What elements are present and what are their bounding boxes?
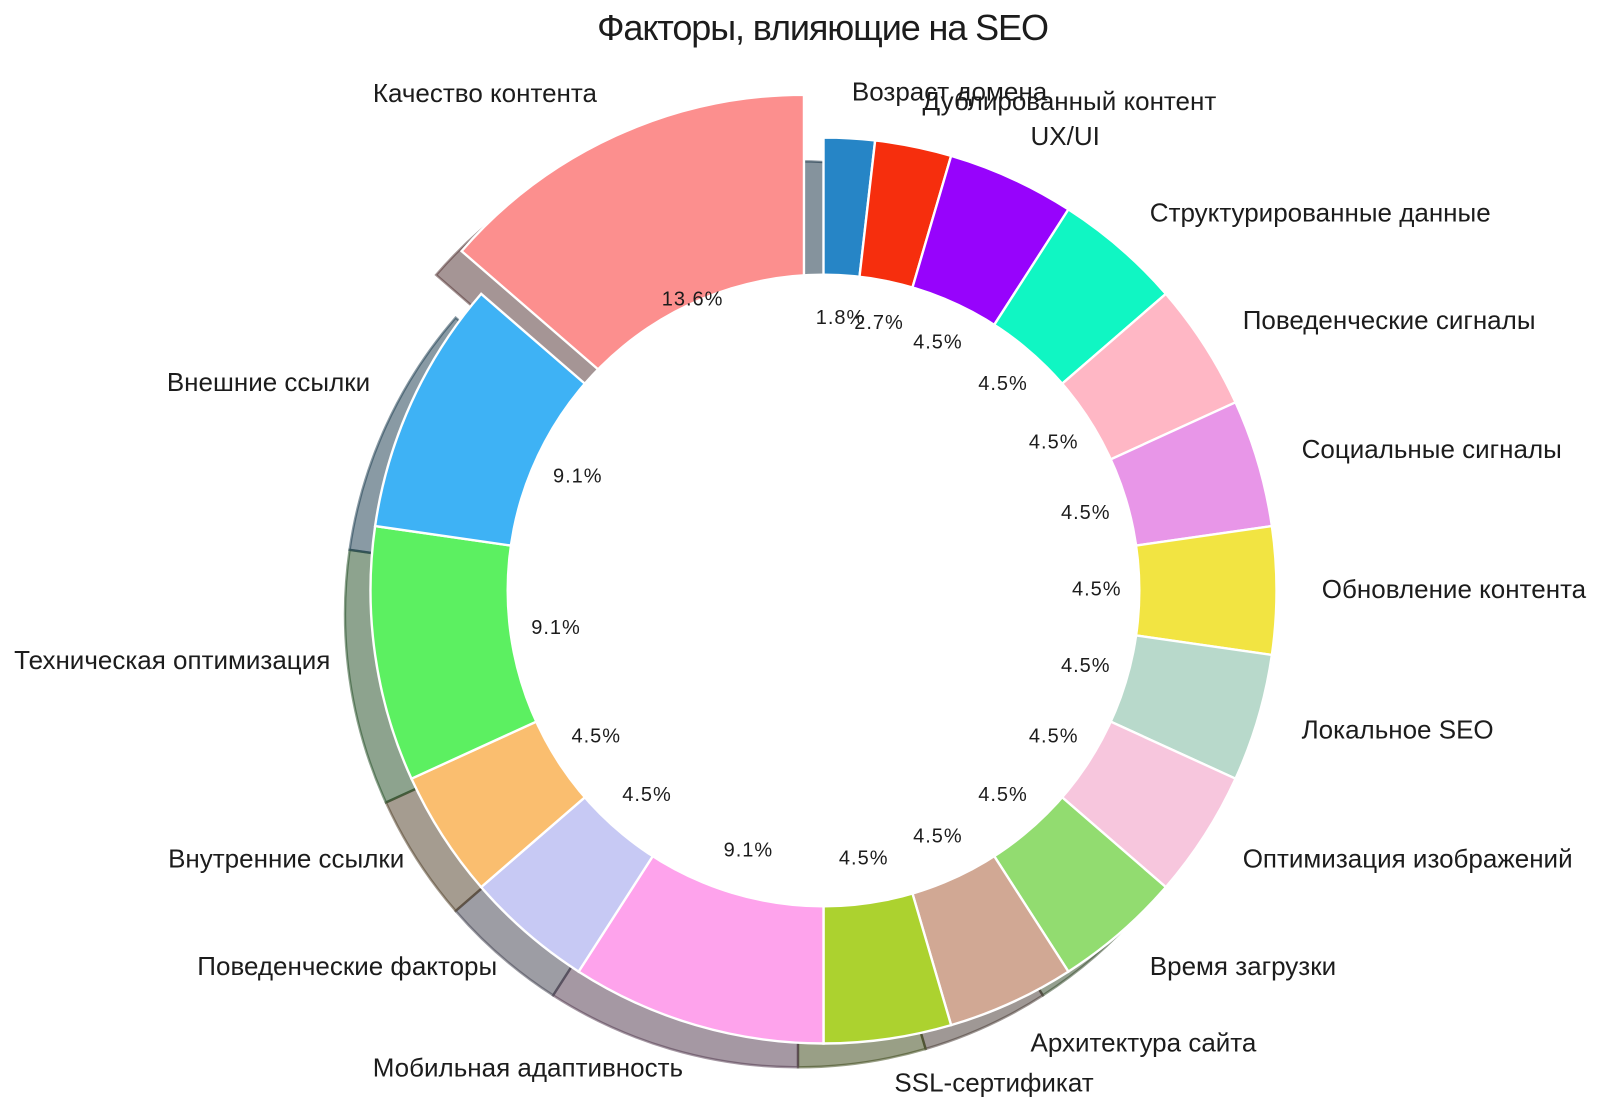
svg-text:4.5%: 4.5%: [1072, 579, 1122, 601]
svg-text:Структурированные данные: Структурированные данные: [1150, 198, 1491, 228]
svg-text:Оптимизация изображений: Оптимизация изображений: [1243, 844, 1573, 874]
svg-text:4.5%: 4.5%: [839, 848, 889, 870]
svg-text:4.5%: 4.5%: [913, 826, 963, 848]
svg-text:9.1%: 9.1%: [553, 466, 603, 488]
svg-text:2.7%: 2.7%: [854, 312, 904, 334]
svg-text:Социальные сигналы: Социальные сигналы: [1302, 434, 1562, 464]
svg-text:Внешние ссылки: Внешние ссылки: [167, 367, 370, 397]
svg-text:4.5%: 4.5%: [978, 784, 1028, 806]
svg-text:Архитектура сайта: Архитектура сайта: [1031, 1028, 1257, 1058]
svg-text:UX/UI: UX/UI: [1031, 121, 1100, 151]
svg-text:Поведенческие факторы: Поведенческие факторы: [197, 951, 497, 981]
svg-text:4.5%: 4.5%: [1029, 725, 1079, 747]
svg-text:4.5%: 4.5%: [572, 725, 622, 747]
svg-text:Техническая оптимизация: Техническая оптимизация: [14, 645, 330, 675]
svg-text:Внутренние ссылки: Внутренние ссылки: [168, 844, 404, 874]
svg-text:Поведенческие сигналы: Поведенческие сигналы: [1243, 305, 1536, 335]
svg-text:4.5%: 4.5%: [1061, 502, 1111, 524]
svg-text:Мобильная адаптивность: Мобильная адаптивность: [373, 1052, 683, 1082]
svg-text:Качество контента: Качество контента: [373, 78, 598, 108]
svg-text:Локальное SEO: Локальное SEO: [1302, 715, 1494, 745]
svg-text:Обновление контента: Обновление контента: [1322, 574, 1587, 604]
svg-text:9.1%: 9.1%: [724, 839, 774, 861]
svg-text:4.5%: 4.5%: [1029, 432, 1079, 454]
svg-text:13.6%: 13.6%: [662, 289, 724, 311]
svg-text:4.5%: 4.5%: [978, 373, 1028, 395]
svg-text:4.5%: 4.5%: [913, 331, 963, 353]
svg-text:4.5%: 4.5%: [1061, 655, 1111, 677]
svg-text:Время загрузки: Время загрузки: [1150, 951, 1336, 981]
svg-text:1.8%: 1.8%: [816, 307, 866, 329]
svg-text:Дублированный контент: Дублированный контент: [923, 86, 1217, 116]
svg-text:SSL-сертификат: SSL-сертификат: [894, 1067, 1093, 1097]
svg-text:Возраст домена: Возраст домена: [852, 77, 1048, 107]
svg-text:4.5%: 4.5%: [622, 784, 672, 806]
svg-text:9.1%: 9.1%: [531, 617, 581, 639]
svg-text:Факторы, влияющие на SEO: Факторы, влияющие на SEO: [597, 7, 1048, 48]
